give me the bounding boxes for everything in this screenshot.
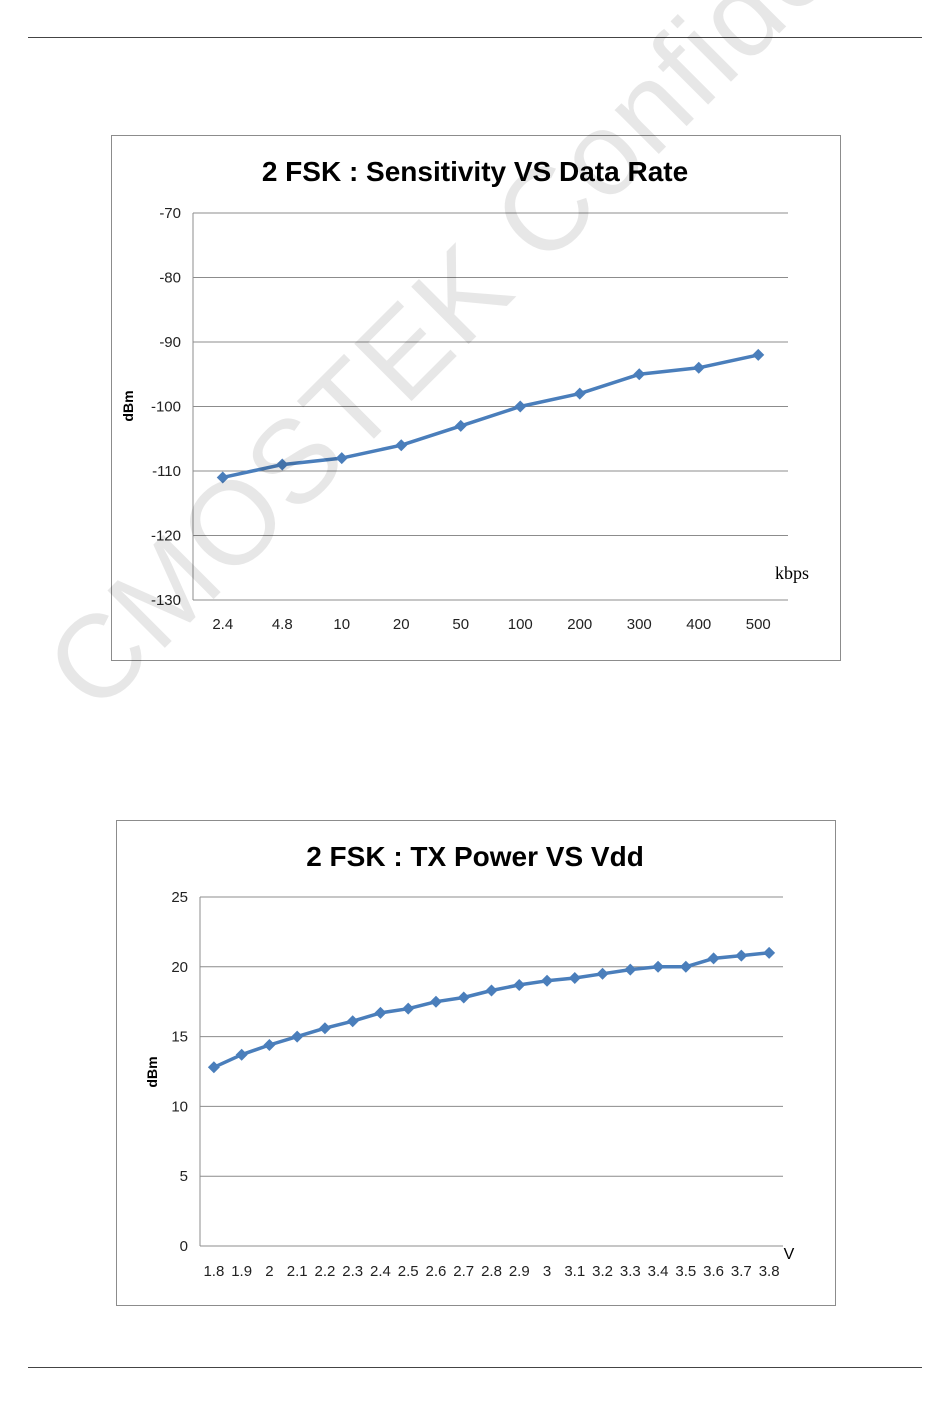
x-tick-label: 3.5 xyxy=(675,1263,696,1280)
y-tick-label: 0 xyxy=(180,1238,188,1255)
data-point-marker xyxy=(692,361,705,374)
data-point-marker xyxy=(596,967,609,980)
data-point-marker xyxy=(652,960,665,973)
series-line xyxy=(222,353,759,480)
x-tick-label: 1.8 xyxy=(203,1263,224,1280)
data-point-marker xyxy=(291,1030,304,1043)
data-point-marker xyxy=(454,419,467,432)
x-tick-label: 3 xyxy=(543,1263,551,1280)
y-tick-label: -130 xyxy=(151,592,181,609)
x-tick-label: 2.4 xyxy=(370,1263,391,1280)
x-tick-label: 2.2 xyxy=(314,1263,335,1280)
y-tick-label: -110 xyxy=(152,463,181,480)
x-tick-label: 2.8 xyxy=(481,1263,502,1280)
data-point-marker xyxy=(763,946,776,959)
data-point-marker xyxy=(374,1006,387,1019)
x-tick-label: 10 xyxy=(333,616,350,633)
x-tick-label: 3.7 xyxy=(731,1263,752,1280)
x-tick-label: 2.7 xyxy=(453,1263,474,1280)
data-point-marker xyxy=(395,439,408,452)
data-point-marker xyxy=(513,978,526,991)
header-rule xyxy=(28,37,922,38)
data-point-marker xyxy=(216,471,229,484)
y-tick-label: 10 xyxy=(171,1098,188,1115)
data-point-marker xyxy=(318,1022,331,1035)
y-tick-label: -90 xyxy=(159,334,181,351)
y-tick-label: 5 xyxy=(180,1168,188,1185)
y-tick-label: -80 xyxy=(159,270,181,287)
x-tick-label: 2 xyxy=(265,1263,273,1280)
x-tick-label: 400 xyxy=(686,616,711,633)
x-tick-label: 2.3 xyxy=(342,1263,363,1280)
x-axis-label: V xyxy=(784,1246,795,1263)
y-tick-label: -120 xyxy=(151,528,181,545)
y-tick-label: 25 xyxy=(171,889,188,906)
chart-title: 2 FSK : Sensitivity VS Data Rate xyxy=(262,156,688,187)
x-tick-label: 1.9 xyxy=(231,1263,252,1280)
x-tick-label: 100 xyxy=(508,616,533,633)
y-tick-label: 20 xyxy=(171,959,188,976)
data-point-marker xyxy=(752,348,765,361)
data-point-marker xyxy=(402,1002,415,1015)
chart-title: 2 FSK : TX Power VS Vdd xyxy=(306,841,644,872)
x-tick-label: 3.8 xyxy=(759,1263,780,1280)
data-point-marker xyxy=(573,387,586,400)
x-tick-label: 2.6 xyxy=(426,1263,447,1280)
x-tick-label: 3.6 xyxy=(703,1263,724,1280)
footer-rule xyxy=(28,1367,922,1368)
data-point-marker xyxy=(335,452,348,465)
data-point-marker xyxy=(346,1015,359,1028)
data-point-marker xyxy=(514,400,527,413)
data-point-marker xyxy=(679,960,692,973)
x-tick-label: 3.2 xyxy=(592,1263,613,1280)
x-tick-label: 2.5 xyxy=(398,1263,419,1280)
x-tick-label: 50 xyxy=(452,616,469,633)
x-tick-label: 3.4 xyxy=(648,1263,669,1280)
data-point-marker xyxy=(263,1038,276,1051)
data-point-marker xyxy=(235,1048,248,1061)
data-point-marker xyxy=(624,963,637,976)
y-axis-label: dBm xyxy=(120,390,136,421)
data-point-marker xyxy=(457,991,470,1004)
x-axis-label: kbps xyxy=(775,563,809,583)
data-point-marker xyxy=(207,1061,220,1074)
x-tick-label: 2.1 xyxy=(287,1263,308,1280)
data-point-marker xyxy=(568,971,581,984)
data-point-marker xyxy=(276,458,289,471)
x-tick-label: 20 xyxy=(393,616,410,633)
x-tick-label: 3.3 xyxy=(620,1263,641,1280)
chart-frame-txpower xyxy=(116,820,836,1306)
data-point-marker xyxy=(707,952,720,965)
x-tick-label: 500 xyxy=(746,616,771,633)
data-point-marker xyxy=(735,949,748,962)
data-point-marker xyxy=(633,368,646,381)
data-point-marker xyxy=(429,995,442,1008)
x-tick-label: 3.1 xyxy=(564,1263,585,1280)
y-tick-label: -100 xyxy=(151,399,181,416)
x-tick-label: 2.9 xyxy=(509,1263,530,1280)
x-tick-label: 2.4 xyxy=(212,616,233,633)
y-tick-label: -70 xyxy=(159,205,181,222)
data-point-marker xyxy=(541,974,554,987)
y-tick-label: 15 xyxy=(171,1029,188,1046)
chart-frame-sensitivity xyxy=(111,135,841,661)
x-tick-label: 300 xyxy=(627,616,652,633)
data-point-marker xyxy=(485,984,498,997)
x-tick-label: 4.8 xyxy=(272,616,293,633)
x-tick-label: 200 xyxy=(567,616,592,633)
y-axis-label: dBm xyxy=(144,1056,160,1087)
